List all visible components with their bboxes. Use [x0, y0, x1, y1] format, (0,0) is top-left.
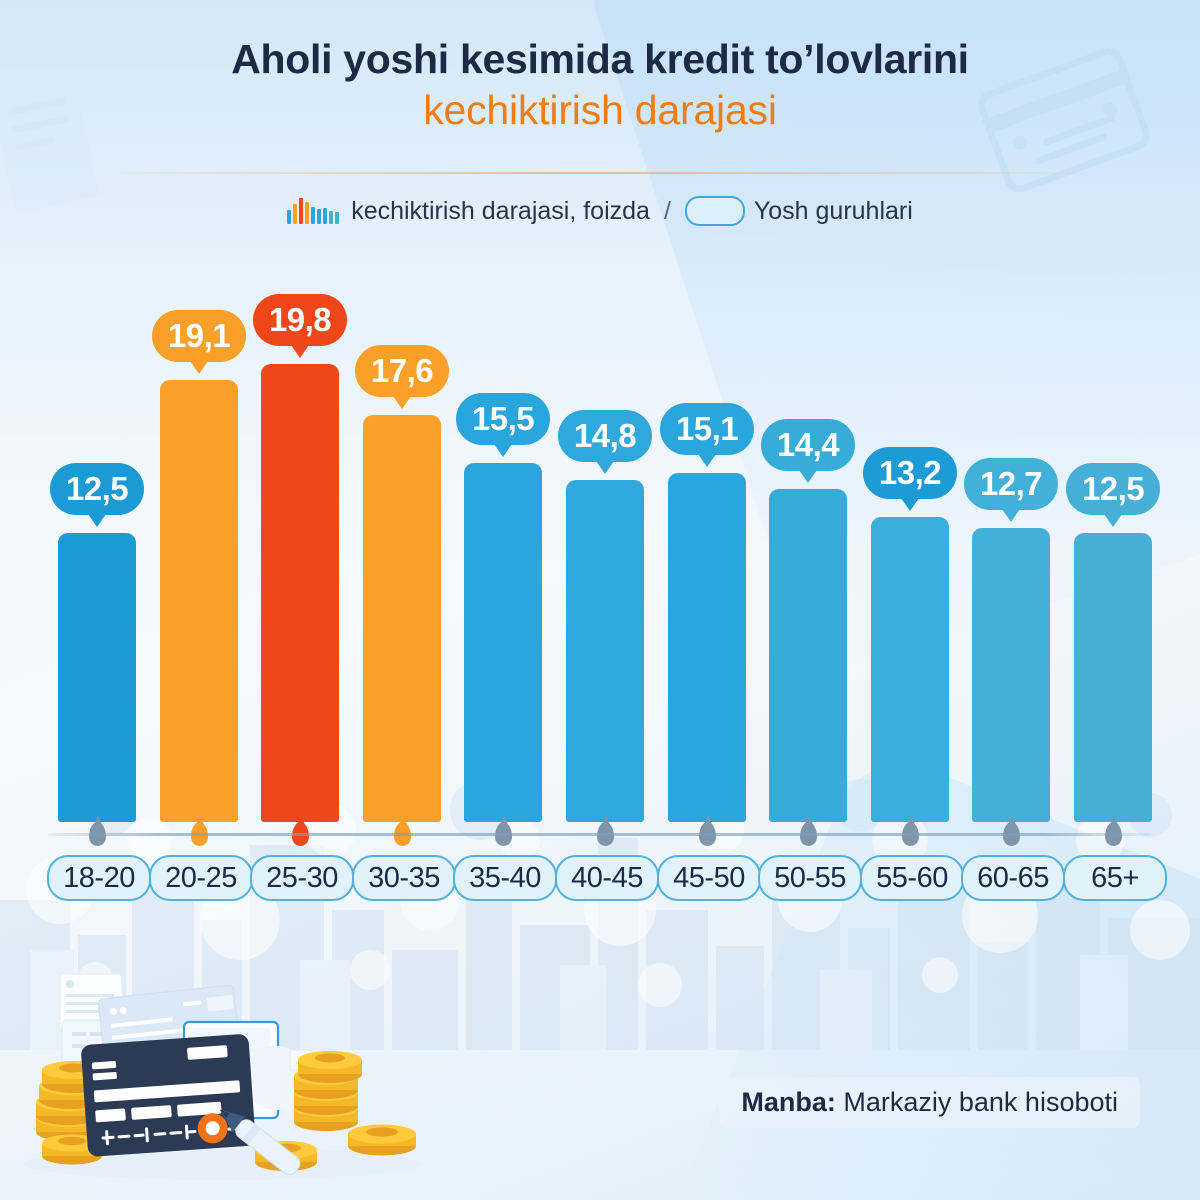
x-axis-label-40-45[interactable]: 40-45: [555, 855, 659, 901]
rounded-pill-icon: [684, 196, 745, 226]
x-axis-label-35-40[interactable]: 35-40: [453, 855, 557, 901]
x-axis-label-30-35[interactable]: 30-35: [352, 855, 456, 901]
bubble-tail: [190, 361, 208, 374]
source-note: Manba: Markaziy bank hisoboti: [719, 1077, 1140, 1128]
value-label: 19,1: [167, 317, 231, 354]
bubble-tail: [494, 444, 512, 457]
bar-20-25: [160, 380, 238, 822]
bar-65+: [1074, 533, 1152, 822]
value-label: 14,4: [776, 426, 840, 463]
x-axis-label-55-60[interactable]: 55-60: [860, 855, 964, 901]
value-label: 17,6: [370, 352, 434, 389]
value-label: 19,8: [268, 301, 332, 338]
bubble-tail: [799, 470, 817, 483]
value-label: 12,5: [65, 470, 129, 507]
source-label: Manba:: [741, 1087, 836, 1117]
bar-55-60: [871, 517, 949, 822]
bubble-tail: [291, 345, 309, 358]
value-label: 15,5: [471, 400, 535, 437]
value-label: 15,1: [675, 410, 739, 447]
value-bubble-25-30: 19,8: [253, 294, 347, 358]
bar-50-55: [769, 489, 847, 822]
x-axis-label-50-55[interactable]: 50-55: [758, 855, 862, 901]
bubble-tail: [1002, 509, 1020, 522]
chart-legend: kechiktirish darajasi, foizda / Yosh gur…: [0, 196, 1200, 226]
bubble-tail: [901, 498, 919, 511]
x-axis-label-18-20[interactable]: 18-20: [47, 855, 151, 901]
x-axis-label-60-65[interactable]: 60-65: [961, 855, 1065, 901]
title-line-1: Aholi yoshi kesimida kredit to’lovlarini: [231, 36, 969, 82]
bar-45-50: [668, 473, 746, 822]
value-label: 12,7: [979, 465, 1043, 502]
bubble-tail: [698, 454, 716, 467]
title-line-2: kechiktirish darajasi: [423, 87, 777, 133]
value-label: 13,2: [878, 454, 942, 491]
value-bubble-55-60: 13,2: [863, 447, 957, 511]
page-title: Aholi yoshi kesimida kredit to’lovlarini…: [0, 34, 1200, 136]
bar-18-20: [58, 533, 136, 822]
value-bubble-35-40: 15,5: [456, 393, 550, 457]
source-value: Markaziy bank hisoboti: [843, 1087, 1118, 1117]
value-bubble-45-50: 15,1: [660, 403, 754, 467]
value-bubble-50-55: 14,4: [761, 419, 855, 483]
document-watermark-icon: [0, 74, 99, 213]
value-bubble-20-25: 19,1: [152, 310, 246, 374]
value-bubble-18-20: 12,5: [50, 463, 144, 527]
bubble-tail: [596, 461, 614, 474]
value-bubble-60-65: 12,7: [964, 458, 1058, 522]
legend-category-label: Yosh guruhlari: [753, 196, 913, 225]
value-bubble-40-45: 14,8: [558, 410, 652, 474]
value-label: 12,5: [1081, 470, 1145, 507]
credit-card-illustration: [81, 1034, 256, 1157]
title-divider: [100, 172, 1100, 174]
legend-series-label: kechiktirish darajasi, foizda: [351, 196, 650, 225]
bar-40-45: [566, 480, 644, 822]
bar-60-65: [972, 528, 1050, 822]
pen-illustration: [219, 1109, 301, 1176]
value-bubble-30-35: 17,6: [355, 345, 449, 409]
value-label: 14,8: [573, 417, 637, 454]
x-axis-label-25-30[interactable]: 25-30: [250, 855, 354, 901]
legend-separator: /: [663, 196, 671, 225]
bar-chart-icon: [287, 198, 340, 224]
x-axis-label-45-50[interactable]: 45-50: [657, 855, 761, 901]
bar-25-30: [261, 364, 339, 822]
bubble-tail: [1104, 514, 1122, 527]
value-bubble-65+: 12,5: [1066, 463, 1160, 527]
x-axis-line: [48, 833, 1152, 836]
bubble-tail: [393, 396, 411, 409]
bubble-tail: [88, 514, 106, 527]
credit-card-watermark-icon: [978, 48, 1150, 193]
finance-illustration: [23, 973, 423, 1180]
bar-30-35: [363, 415, 441, 822]
bar-35-40: [464, 463, 542, 822]
x-axis-label-65+[interactable]: 65+: [1063, 855, 1167, 901]
x-axis-label-20-25[interactable]: 20-25: [149, 855, 253, 901]
coin-stack-right-illustration: [255, 1051, 416, 1171]
